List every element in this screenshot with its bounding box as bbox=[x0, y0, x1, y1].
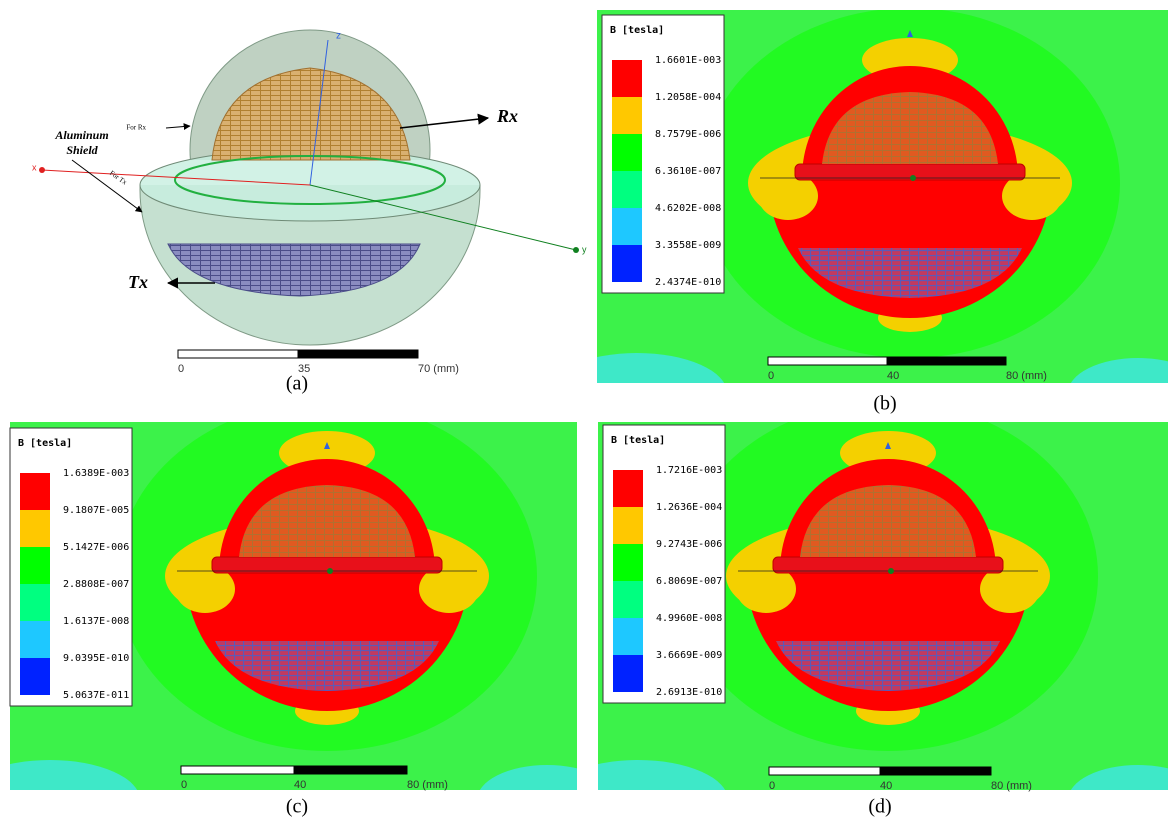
scale-bar-white bbox=[768, 357, 887, 365]
legend-label: 9.2743E-006 bbox=[656, 539, 722, 550]
legend-swatch bbox=[613, 544, 643, 581]
scale-bar-white bbox=[769, 767, 880, 775]
scale-bar-black bbox=[887, 357, 1006, 365]
legend-label: 1.2058E-004 bbox=[655, 92, 721, 103]
scale-bar-black bbox=[880, 767, 991, 775]
scale-label: 0 bbox=[181, 779, 187, 791]
for-tx-arrow bbox=[72, 160, 142, 212]
legend-title: B [tesla] bbox=[611, 435, 665, 446]
scale-label: 70 (mm) bbox=[418, 363, 459, 375]
legend-label: 9.1807E-005 bbox=[63, 505, 129, 516]
axis-label: z bbox=[336, 31, 341, 42]
legend-swatch bbox=[20, 584, 50, 621]
legend-label: 8.7579E-006 bbox=[655, 129, 721, 140]
legend-label: 5.1427E-006 bbox=[63, 542, 129, 553]
scale-label: 40 bbox=[880, 780, 892, 792]
legend-swatch bbox=[612, 245, 642, 282]
legend-label: 3.6669E-009 bbox=[656, 650, 722, 661]
rx-label: Rx bbox=[496, 106, 518, 126]
legend-label: 6.3610E-007 bbox=[655, 166, 721, 177]
legend-label: 9.0395E-010 bbox=[63, 653, 129, 664]
legend-swatch bbox=[612, 97, 642, 134]
legend-swatch bbox=[613, 581, 643, 618]
caption: (c) bbox=[286, 796, 308, 818]
legend-label: 5.0637E-011 bbox=[63, 690, 129, 701]
origin bbox=[910, 175, 916, 181]
caption: (a) bbox=[286, 373, 308, 395]
legend-swatch bbox=[612, 208, 642, 245]
shield-label: Aluminum bbox=[54, 128, 108, 142]
scale-label: 40 bbox=[294, 779, 306, 791]
for-rx-arrow bbox=[166, 126, 190, 128]
legend-label: 1.2636E-004 bbox=[656, 502, 722, 513]
for-tx: For Tx bbox=[108, 169, 129, 187]
scale-label: 80 (mm) bbox=[1006, 370, 1047, 382]
legend-swatch bbox=[613, 618, 643, 655]
legend-label: 2.4374E-010 bbox=[655, 277, 721, 288]
legend-label: 6.8069E-007 bbox=[656, 576, 722, 587]
origin bbox=[888, 568, 894, 574]
scale-bar-white bbox=[181, 766, 294, 774]
axis-label: x bbox=[32, 162, 37, 172]
shield-label: Shield bbox=[66, 143, 98, 157]
origin bbox=[327, 568, 333, 574]
scale-label: 80 (mm) bbox=[407, 779, 448, 791]
panel-a: z x y Rx Tx Aluminum Shield For Rx For T… bbox=[32, 30, 587, 345]
legend-label: 4.6202E-008 bbox=[655, 203, 721, 214]
scale-label: 40 bbox=[887, 370, 899, 382]
scale-label: 0 bbox=[769, 780, 775, 792]
caption: (b) bbox=[873, 393, 896, 415]
for-rx: For Rx bbox=[126, 124, 146, 132]
legend-label: 1.7216E-003 bbox=[656, 465, 722, 476]
tx-label: Tx bbox=[128, 272, 148, 292]
field-panel: B [tesla] 1.6389E-003 9.1807E-005 5.1427E-0… bbox=[0, 401, 617, 828]
legend-label: 2.8808E-007 bbox=[63, 579, 129, 590]
x-tip bbox=[39, 167, 45, 173]
legend-swatch bbox=[613, 655, 643, 692]
legend-title: B [tesla] bbox=[610, 25, 664, 36]
legend-title: B [tesla] bbox=[18, 438, 72, 449]
caption: (d) bbox=[868, 796, 891, 818]
scale-bar-black bbox=[298, 350, 418, 358]
legend-swatch bbox=[613, 507, 643, 544]
legend-swatch bbox=[20, 547, 50, 584]
scale-label: 0 bbox=[768, 370, 774, 382]
scale-label: 80 (mm) bbox=[991, 780, 1032, 792]
legend-label: 4.9960E-008 bbox=[656, 613, 722, 624]
legend-label: 1.6601E-003 bbox=[655, 55, 721, 66]
scale-bar-white bbox=[178, 350, 298, 358]
y-tip bbox=[573, 247, 579, 253]
figure: z x y Rx Tx Aluminum Shield For Rx For T… bbox=[0, 0, 1168, 828]
legend-swatch bbox=[20, 621, 50, 658]
legend-label: 1.6389E-003 bbox=[63, 468, 129, 479]
legend-swatch bbox=[20, 473, 50, 510]
low-field bbox=[547, 353, 727, 433]
legend-swatch bbox=[612, 134, 642, 171]
field-panel: B [tesla] 1.6601E-003 1.2058E-004 8.7579E-0… bbox=[547, 8, 1168, 433]
scale-label: 0 bbox=[178, 363, 184, 375]
legend-swatch bbox=[20, 510, 50, 547]
legend-label: 2.6913E-010 bbox=[656, 687, 722, 698]
legend-swatch bbox=[612, 171, 642, 208]
legend-swatch bbox=[20, 658, 50, 695]
field-panel: B [tesla] 1.7216E-003 1.2636E-004 9.2743E-0… bbox=[548, 401, 1168, 828]
scale-bar-black bbox=[294, 766, 407, 774]
legend-swatch bbox=[613, 470, 643, 507]
axis-label: y bbox=[582, 244, 587, 254]
legend-label: 1.6137E-008 bbox=[63, 616, 129, 627]
legend-label: 3.3558E-009 bbox=[655, 240, 721, 251]
legend-swatch bbox=[612, 60, 642, 97]
